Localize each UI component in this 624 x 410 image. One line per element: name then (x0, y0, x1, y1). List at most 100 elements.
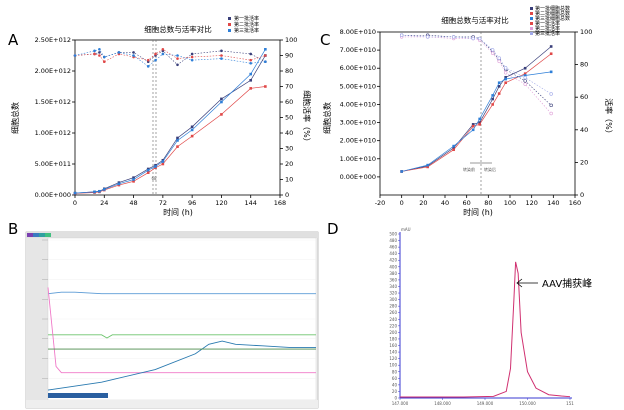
panel-d-x-tick-label: 147.000 (392, 401, 409, 406)
panel-d-label: D (327, 220, 339, 238)
panel-c-y-tick-label: 1.00E+010 (340, 155, 376, 163)
panel-c-annotation-after: 转染后 (484, 166, 496, 172)
panel-d-y-tick-label: 300 (389, 297, 397, 302)
panel-c-annotation-before: 转染前 (463, 166, 475, 172)
panel-a-total-point (98, 189, 101, 193)
panel-a-total-line (74, 86, 266, 194)
panel-c-total-point (478, 121, 481, 124)
panel-a-y-tick-label: 5.00E+011 (35, 160, 71, 168)
panel-c-total-point (452, 146, 455, 150)
panel-d-y-tick-label: 440 (389, 251, 397, 256)
panel-a-x-tick-label: 168 (274, 199, 286, 207)
panel-c-total-point (497, 92, 501, 95)
panel-c-total-point (523, 72, 527, 75)
panel-a: A 细胞总数与活率对比 0.00E+000 5.00E+011 1.00E+012 1… (8, 15, 312, 217)
panel-b-series (47, 287, 316, 391)
panel-a-y2-tick-label: 70 (285, 83, 293, 91)
panel-b-toolbar-swatch-3 (39, 233, 45, 237)
panel-c-total-point (491, 103, 494, 106)
panel-a-viability-point (190, 55, 194, 59)
panel-c-viability-point (425, 35, 430, 39)
panel-a-y-tick-label: 1.50E+012 (35, 98, 71, 106)
panel-c-total-point (471, 123, 475, 126)
panel-a-y-tick-label: 2.50E+012 (35, 36, 71, 44)
panel-c-legend-swatch (530, 32, 533, 35)
panel-a-viability-point (98, 48, 101, 51)
panel-c-viability-point (549, 111, 553, 116)
panel-c-total-point (491, 97, 494, 101)
panel-a-total-point (176, 145, 179, 148)
panel-a-x-tick-label: 96 (188, 199, 196, 207)
panel-a-total-point (190, 125, 194, 129)
panel-a-viability-point (93, 52, 96, 56)
panel-c-total-point (478, 117, 481, 121)
panel-d-y-tick-label: 320 (389, 291, 397, 296)
panel-c-viability-line (401, 34, 552, 106)
panel-c-legend-entry: 第一批细胞总数 (535, 5, 570, 12)
panel-a-viability-point (73, 54, 77, 57)
panel-d-y-tick-label: 260 (389, 310, 397, 315)
panel-a-y2-tick-label: 60 (285, 98, 293, 106)
panel-c-total-point (426, 165, 429, 169)
panel-a-viability-point (146, 65, 150, 68)
panel-c-y2-ticks: 0 20 40 60 80 100 (575, 28, 592, 199)
panel-a-y-tick-label: 1.00E+012 (35, 129, 71, 137)
panel-c-total-line (401, 71, 552, 172)
panel-a-total-point (132, 178, 135, 181)
panel-a-total-point (220, 97, 223, 101)
panel-a-x-tick-label: 48 (129, 199, 137, 207)
panel-d-x-tick-label: 149.000 (477, 401, 494, 406)
panel-d-y-tick-label: 160 (389, 343, 397, 348)
panel-d-y-tick-label: 120 (389, 356, 397, 361)
panel-b-label: B (8, 220, 18, 238)
panel-a-y-ticks: 0.00E+000 5.00E+011 1.00E+012 1.50E+012 2.00… (35, 36, 75, 199)
panel-a-legend-swatch (228, 17, 231, 20)
panel-a-total-line (74, 49, 266, 194)
panel-c-x-tick-label: 120 (525, 199, 537, 207)
panel-c-y2-tick-label: 40 (580, 126, 588, 134)
panel-a-y2-tick-label: 50 (285, 114, 293, 122)
panel-a-viability-point (161, 48, 165, 51)
panel-c-total-point (471, 124, 475, 128)
panel-a-total-point (93, 190, 96, 194)
panel-a-y2-tick-label: 0 (285, 191, 289, 199)
panel-d-y-tick-label: 40 (392, 382, 398, 387)
panel-c-y2-tick-label: 20 (580, 158, 588, 166)
panel-d-x-tick-label: 151 (566, 401, 574, 406)
panel-c-total-point (549, 45, 553, 48)
panel-a-total-point (117, 182, 121, 186)
panel-c-series (399, 33, 553, 173)
panel-c-total-line (401, 46, 552, 172)
panel-a-x-tick-label: 0 (73, 199, 77, 207)
panel-a-viability-point (190, 58, 194, 62)
panel-d-y-tick-label: 400 (389, 264, 397, 269)
panel-c-legend-swatch (530, 12, 533, 15)
panel-d-peak-arrowhead (516, 278, 523, 288)
panel-c-y2-tick-label: 0 (580, 191, 584, 199)
panel-b-toolbar (26, 232, 318, 238)
panel-a-x-tick-label: 144 (245, 199, 257, 207)
panel-c-total-point (549, 70, 553, 74)
panel-d-y-tick-label: 500 (389, 232, 397, 237)
panel-c-legend-swatch (530, 17, 533, 20)
panel-a-viability-point (220, 57, 223, 60)
panel-c-viability-point (523, 75, 527, 80)
panel-a-total-line (74, 55, 266, 194)
panel-c-x-label: 时间 (h) (463, 207, 493, 217)
panel-a-legend-entry: 第一批活率 (234, 15, 259, 22)
panel-d-y-tick-label: 100 (389, 363, 397, 368)
panel-a-legend-entry: 第二批活率 (234, 21, 259, 28)
panel-d-x-tick-label: 150.000 (519, 401, 536, 406)
panel-c-x-tick-label: 0 (400, 199, 404, 207)
panel-c-viability-point (497, 56, 501, 60)
panel-a-viability-line (74, 48, 266, 63)
panel-c-total-point (504, 75, 507, 79)
panel-c-total-line (401, 53, 552, 172)
panel-a-viability-point (154, 52, 157, 56)
panel-c-total-point (497, 85, 501, 88)
panel-d-y-tick-label: 200 (389, 330, 397, 335)
panel-a-viability-point (176, 63, 179, 67)
panel-a-x-tick-label: 120 (215, 199, 227, 207)
panel-c-y-ticks: 0.00E+000 1.00E+010 2.00E+010 3.00E+010 4.00… (340, 28, 380, 181)
